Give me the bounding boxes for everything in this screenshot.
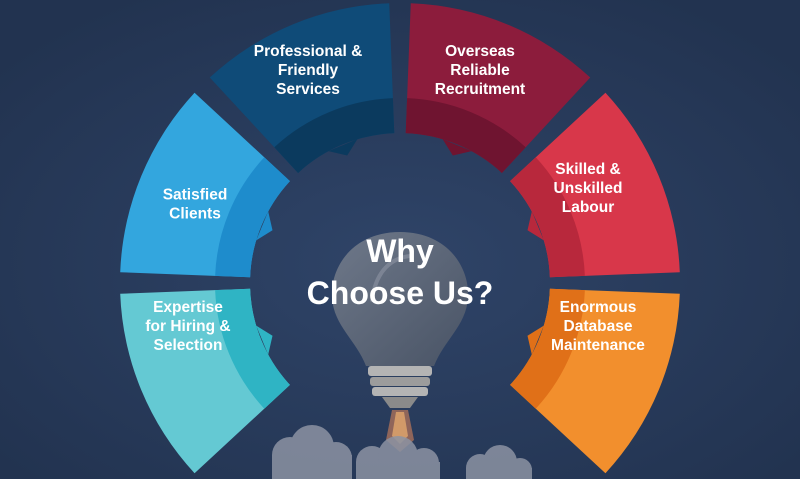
segment-label-line: Reliable	[450, 62, 510, 79]
segment-label-line: Maintenance	[551, 337, 645, 354]
segment-notch-expertise	[256, 325, 273, 355]
segment-label-line: Clients	[169, 206, 221, 223]
segment-label-professional: Professional & Friendly Services	[254, 43, 363, 98]
segment-notch-professional	[328, 139, 358, 156]
segment-label-line: Satisfied	[163, 187, 228, 204]
segment-label-satisfied: Satisfied Clients	[163, 187, 228, 223]
segment-label-line: Professional &	[254, 43, 363, 60]
segment-label-line: Services	[276, 81, 340, 98]
segment-notch-overseas	[442, 139, 472, 156]
segment-overseas: Overseas Reliable Recruitment	[405, 3, 591, 173]
segment-label-overseas: Overseas Reliable Recruitment	[435, 43, 525, 98]
segment-label-database: Enormous Database Maintenance	[551, 299, 645, 354]
segment-database: Enormous Database Maintenance	[510, 288, 680, 474]
segment-notch-satisfied	[256, 211, 273, 241]
segment-label-line: Skilled &	[555, 161, 620, 178]
title-line-1: Why	[366, 233, 434, 269]
segment-skilled: Skilled & Unskilled Labour	[510, 92, 680, 278]
segment-expertise: Expertise for Hiring & Selection	[120, 288, 290, 474]
segment-satisfied: Satisfied Clients	[120, 92, 290, 278]
segment-label-line: Selection	[154, 337, 223, 354]
segment-accent-skilled	[510, 157, 585, 278]
segment-label-line: Enormous	[560, 299, 637, 316]
segment-label-line: Unskilled	[554, 180, 623, 197]
cloud-icon	[272, 425, 532, 479]
segment-notch-skilled	[527, 211, 544, 241]
segment-notch-database	[527, 325, 544, 355]
segment-label-line: Friendly	[278, 62, 339, 79]
segment-accent-expertise	[215, 288, 290, 409]
segment-accent-database	[510, 288, 585, 409]
title-line-2: Choose Us?	[307, 275, 494, 311]
segment-label-line: Labour	[562, 199, 615, 216]
segment-label-line: Database	[564, 318, 633, 335]
segment-label-skilled: Skilled & Unskilled Labour	[554, 161, 623, 216]
segments: Expertise for Hiring & Selection Satisfied C…	[120, 3, 680, 474]
segment-accent-overseas	[405, 98, 526, 173]
segment-label-line: Overseas	[445, 43, 515, 60]
segment-label-line: for Hiring &	[145, 318, 230, 335]
segment-accent-satisfied	[215, 157, 290, 278]
segment-label-expertise: Expertise for Hiring & Selection	[145, 299, 230, 354]
segment-label-line: Recruitment	[435, 81, 525, 98]
segment-accent-professional	[274, 98, 395, 173]
segment-label-line: Expertise	[153, 299, 223, 316]
segment-professional: Professional & Friendly Services	[209, 3, 395, 173]
lightbulb-icon	[331, 232, 469, 408]
